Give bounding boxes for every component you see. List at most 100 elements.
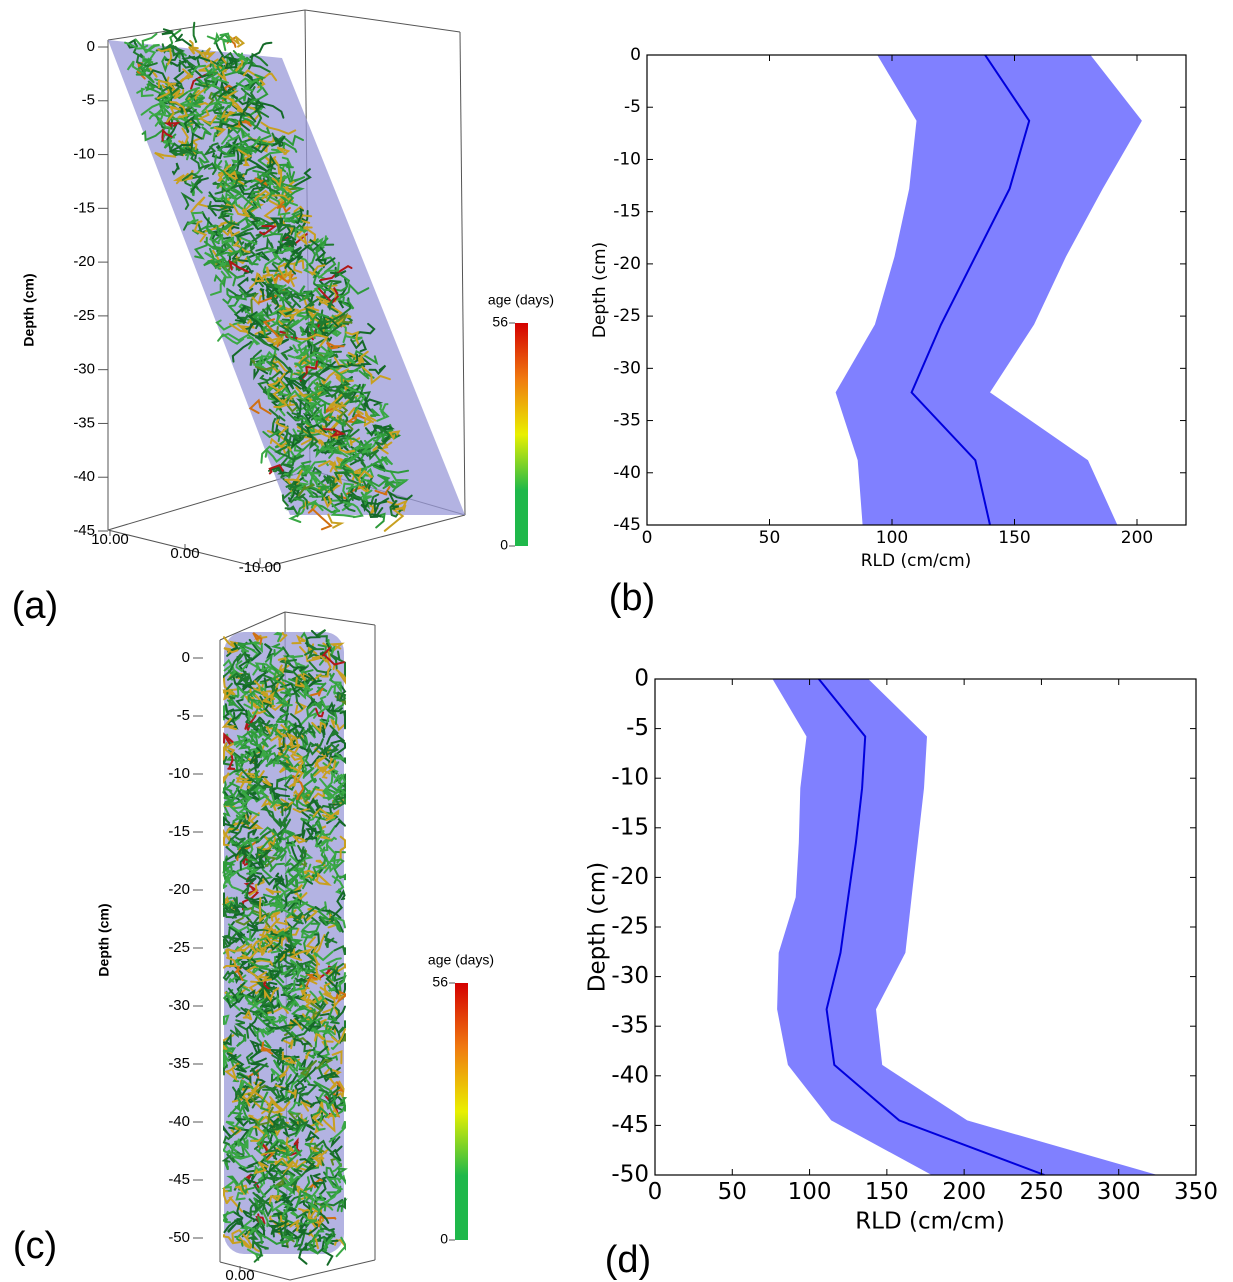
root xyxy=(328,1120,346,1143)
root xyxy=(279,631,288,642)
root xyxy=(275,838,286,861)
root xyxy=(314,830,325,854)
root xyxy=(260,662,278,679)
root xyxy=(252,998,275,1027)
box-edge xyxy=(284,611,376,626)
root xyxy=(286,172,306,183)
root xyxy=(250,190,266,198)
root xyxy=(338,889,346,901)
y-tick-label: -5 xyxy=(177,707,190,724)
y-tick-label: 0 xyxy=(630,45,641,65)
root xyxy=(276,998,300,1011)
root xyxy=(282,455,296,477)
root xyxy=(245,871,263,887)
root xyxy=(334,692,346,706)
root xyxy=(260,935,273,956)
root xyxy=(190,150,210,170)
root xyxy=(293,436,303,452)
y-tick-label: -45 xyxy=(613,515,641,535)
root xyxy=(182,139,190,161)
root xyxy=(244,716,259,728)
y-tick-label: -5 xyxy=(626,715,649,741)
root xyxy=(242,1224,257,1236)
root xyxy=(222,1129,240,1146)
root xyxy=(236,671,250,686)
root xyxy=(237,52,249,64)
root xyxy=(227,750,236,770)
root xyxy=(259,225,278,236)
root xyxy=(306,797,322,811)
root xyxy=(223,781,241,801)
root xyxy=(327,1007,338,1022)
root xyxy=(208,247,234,269)
root xyxy=(250,1223,266,1240)
root xyxy=(347,350,369,364)
root xyxy=(268,861,285,873)
y-tick-label: -45 xyxy=(73,522,95,539)
root xyxy=(265,285,280,299)
root xyxy=(311,408,322,427)
root xyxy=(183,114,201,133)
root xyxy=(237,642,256,652)
root xyxy=(305,319,316,335)
root xyxy=(181,172,202,190)
box-edge xyxy=(459,31,466,516)
soil-slab xyxy=(108,40,465,515)
root xyxy=(223,658,233,672)
root xyxy=(222,1210,235,1223)
root xyxy=(222,742,236,756)
root xyxy=(337,402,354,431)
root xyxy=(223,805,231,821)
colorbar xyxy=(455,983,468,1240)
root xyxy=(280,682,306,694)
root xyxy=(148,69,168,84)
root xyxy=(305,307,316,317)
root xyxy=(333,785,345,797)
root xyxy=(331,875,345,895)
root xyxy=(272,758,280,767)
box-edge xyxy=(261,514,466,569)
root xyxy=(288,1119,310,1132)
root xyxy=(309,1174,325,1189)
root xyxy=(231,340,253,363)
panel-label: (a) xyxy=(12,585,58,627)
y-tick-label: -40 xyxy=(168,1113,190,1130)
root xyxy=(232,1201,244,1219)
root xyxy=(292,728,308,745)
root xyxy=(317,1090,337,1118)
root xyxy=(333,850,346,868)
y-tick-label: -10 xyxy=(611,765,649,791)
root xyxy=(211,144,224,160)
root xyxy=(325,341,345,350)
root xyxy=(329,962,345,979)
root xyxy=(226,987,239,1009)
root xyxy=(257,1172,269,1198)
root xyxy=(232,1057,247,1073)
root xyxy=(215,60,230,73)
root xyxy=(305,936,319,953)
root xyxy=(299,1015,315,1031)
root xyxy=(302,785,320,801)
root xyxy=(284,505,298,515)
root xyxy=(326,277,348,306)
y-tick-label: -25 xyxy=(168,939,190,956)
root xyxy=(226,1175,239,1185)
root xyxy=(388,430,401,441)
root xyxy=(268,148,284,155)
root xyxy=(280,1026,295,1042)
root xyxy=(245,78,264,93)
root xyxy=(309,990,326,1005)
root xyxy=(314,906,342,920)
root xyxy=(162,83,184,96)
root xyxy=(225,1120,245,1130)
root xyxy=(376,403,390,422)
root xyxy=(227,34,246,48)
root xyxy=(283,1195,294,1207)
root xyxy=(335,1236,346,1258)
root xyxy=(178,121,200,136)
root xyxy=(227,1222,241,1233)
root xyxy=(343,495,356,512)
root xyxy=(330,502,356,518)
root xyxy=(232,1105,244,1131)
root xyxy=(292,205,304,219)
